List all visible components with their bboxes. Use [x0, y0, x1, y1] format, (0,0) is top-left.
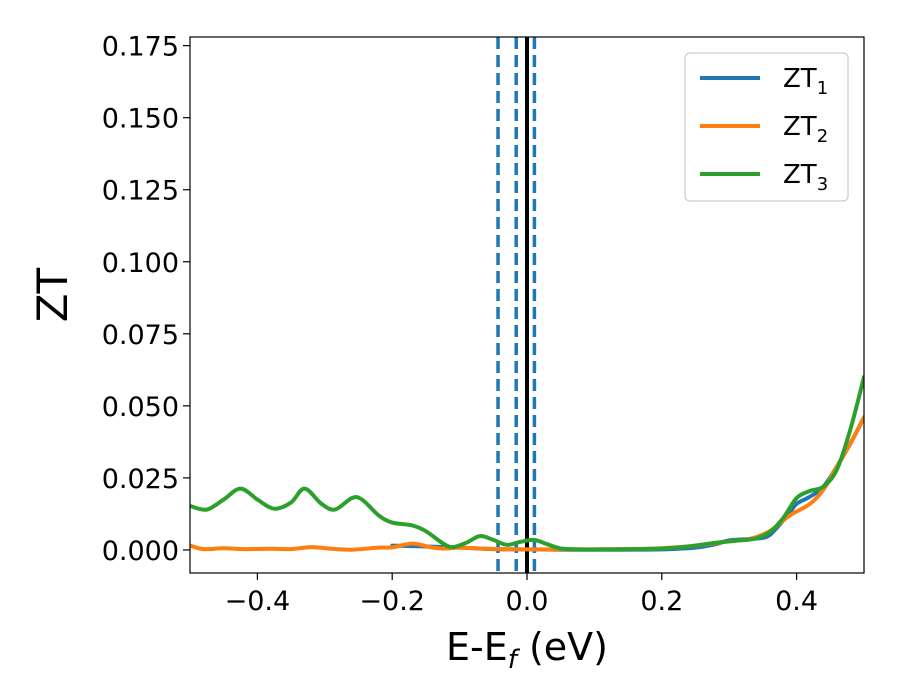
- y-tick-label: 0.000: [102, 536, 179, 567]
- axes: −0.4 −0.2 0.0 0.2 0.4 0.000 0.025 0.050 0.075 0.1…: [102, 32, 865, 617]
- y-tick-label: 0.175: [102, 32, 179, 63]
- y-tick-label: 0.125: [102, 176, 179, 207]
- y-axis-title: ZT: [28, 267, 77, 322]
- x-axis-title-main: E-E: [446, 625, 508, 669]
- y-tick-label: 0.150: [102, 104, 179, 135]
- x-axis-title: E-Ef (eV): [446, 625, 608, 675]
- x-tick-label: 0.0: [506, 586, 549, 617]
- x-tick-label: 0.2: [640, 586, 683, 617]
- y-tick-label: 0.050: [102, 392, 179, 423]
- legend: ZT1 ZT2 ZT3: [684, 52, 849, 202]
- x-tick-label: −0.4: [225, 586, 291, 617]
- x-tick-label: 0.4: [775, 586, 818, 617]
- x-axis-title-suffix: (eV): [517, 625, 608, 669]
- legend-label-zt3: ZT3: [783, 160, 828, 195]
- legend-label-zt2: ZT2: [783, 112, 828, 147]
- x-tick-label: −0.2: [359, 586, 425, 617]
- plot-content: [190, 37, 864, 573]
- y-tick-label: 0.075: [102, 320, 179, 351]
- series-line-zt3: [190, 375, 864, 552]
- series-line-zt1: [390, 415, 864, 552]
- plot-area: [190, 37, 864, 573]
- legend-box: [684, 52, 849, 202]
- y-tick-label: 0.100: [102, 248, 179, 279]
- legend-label-zt1: ZT1: [783, 64, 828, 99]
- y-tick-label: 0.025: [102, 464, 179, 495]
- series-line-zt2: [190, 415, 864, 552]
